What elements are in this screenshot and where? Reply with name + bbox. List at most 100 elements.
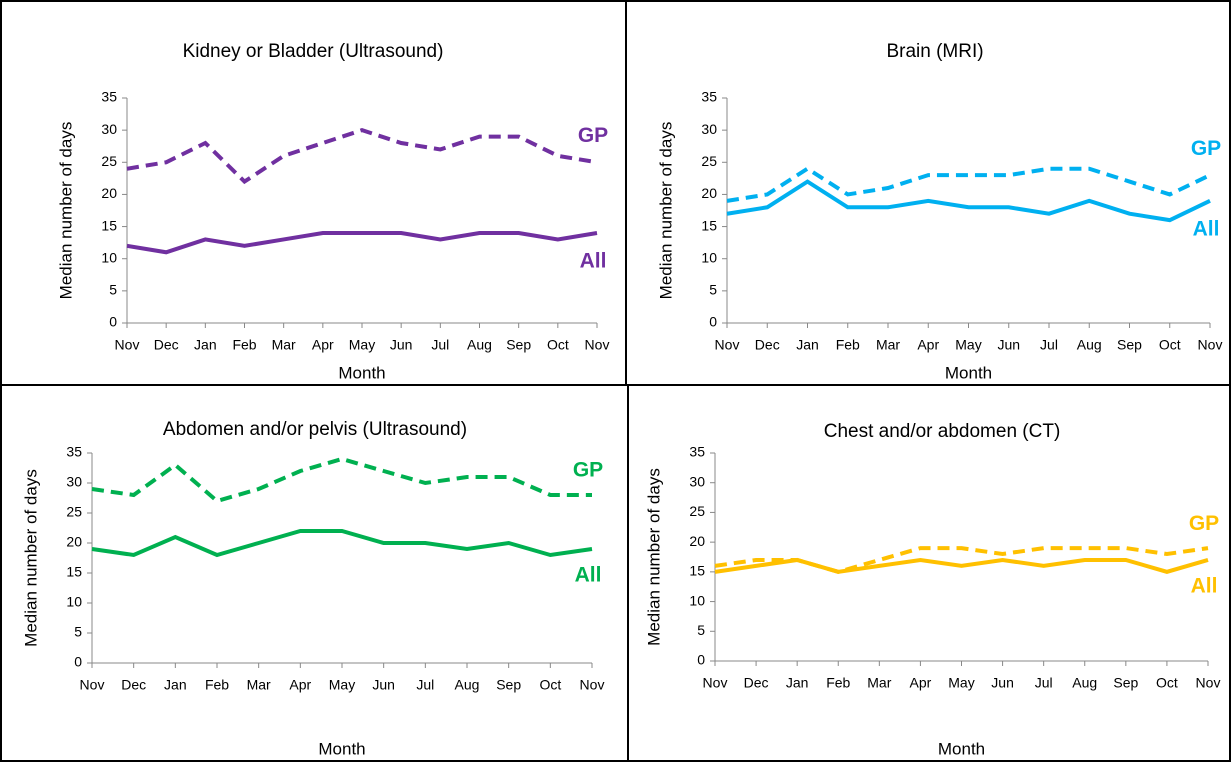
x-axis-title: Month bbox=[338, 363, 385, 382]
x-tick-label: Jan bbox=[194, 337, 217, 353]
y-tick-label: 20 bbox=[701, 185, 717, 201]
x-tick-label: Mar bbox=[247, 677, 271, 693]
series-label: All bbox=[575, 564, 602, 587]
y-tick-label: 25 bbox=[66, 504, 82, 520]
x-tick-label: Nov bbox=[585, 337, 610, 353]
y-tick-label: 15 bbox=[689, 563, 705, 579]
x-tick-label: Jun bbox=[390, 337, 413, 353]
x-tick-label: Jul bbox=[1040, 337, 1058, 353]
x-tick-label: Jun bbox=[991, 675, 1014, 691]
y-tick-label: 20 bbox=[101, 185, 117, 201]
x-tick-label: Mar bbox=[876, 337, 900, 353]
x-tick-label: Mar bbox=[867, 675, 891, 691]
x-tick-label: May bbox=[948, 675, 974, 691]
y-tick-label: 15 bbox=[66, 564, 82, 580]
x-tick-label: Jul bbox=[416, 677, 434, 693]
x-tick-label: Jan bbox=[164, 677, 187, 693]
x-tick-label: Nov bbox=[80, 677, 105, 693]
y-tick-label: 20 bbox=[689, 533, 705, 549]
x-tick-label: May bbox=[349, 337, 375, 353]
x-tick-label: Jan bbox=[796, 337, 819, 353]
y-tick-label: 5 bbox=[697, 622, 705, 638]
series-label: All bbox=[1193, 217, 1220, 240]
chart-title: Brain (MRI) bbox=[886, 41, 983, 62]
x-tick-label: Sep bbox=[1117, 337, 1142, 353]
x-tick-label: Feb bbox=[836, 337, 860, 353]
x-tick-label: Nov bbox=[580, 677, 605, 693]
x-tick-label: Oct bbox=[1156, 675, 1178, 691]
x-axis-title: Month bbox=[938, 739, 985, 758]
y-tick-label: 35 bbox=[701, 89, 717, 105]
series-line bbox=[91, 529, 593, 558]
x-tick-label: Jul bbox=[431, 337, 449, 353]
series-label: GP bbox=[1189, 512, 1219, 535]
x-tick-label: Dec bbox=[154, 337, 179, 353]
x-tick-label: Nov bbox=[715, 337, 740, 353]
x-tick-label: Apr bbox=[910, 675, 932, 691]
x-axis-title: Month bbox=[318, 739, 365, 758]
series-line bbox=[126, 128, 598, 185]
series-line bbox=[726, 166, 1211, 203]
y-tick-label: 20 bbox=[66, 534, 82, 550]
y-tick-label: 25 bbox=[689, 503, 705, 519]
x-tick-label: Jan bbox=[786, 675, 809, 691]
series-line bbox=[714, 557, 1209, 574]
series-label: GP bbox=[573, 459, 603, 482]
series-line bbox=[726, 179, 1211, 223]
y-tick-label: 10 bbox=[66, 594, 82, 610]
x-tick-label: Apr bbox=[312, 337, 334, 353]
y-tick-label: 10 bbox=[689, 592, 705, 608]
x-tick-label: Apr bbox=[289, 677, 311, 693]
x-tick-label: Feb bbox=[826, 675, 850, 691]
y-axis-title: Median number of days bbox=[644, 468, 663, 646]
x-tick-label: Nov bbox=[703, 675, 728, 691]
y-tick-label: 0 bbox=[709, 314, 717, 330]
x-tick-label: Sep bbox=[1113, 675, 1138, 691]
x-tick-label: Sep bbox=[496, 677, 521, 693]
series-label: All bbox=[580, 249, 607, 272]
x-tick-label: Oct bbox=[547, 337, 569, 353]
y-tick-label: 25 bbox=[701, 153, 717, 169]
series-label: GP bbox=[578, 124, 608, 147]
series-label: GP bbox=[1191, 137, 1221, 160]
x-tick-label: Aug bbox=[455, 677, 480, 693]
x-tick-label: Jun bbox=[997, 337, 1020, 353]
x-tick-label: Feb bbox=[205, 677, 229, 693]
y-tick-label: 25 bbox=[101, 153, 117, 169]
x-tick-label: Jun bbox=[372, 677, 395, 693]
x-tick-label: Dec bbox=[744, 675, 769, 691]
y-tick-label: 0 bbox=[109, 314, 117, 330]
y-tick-label: 30 bbox=[66, 474, 82, 490]
y-tick-label: 5 bbox=[709, 282, 717, 298]
x-tick-label: Mar bbox=[272, 337, 296, 353]
y-tick-label: 15 bbox=[101, 217, 117, 233]
y-tick-label: 10 bbox=[701, 249, 717, 265]
x-tick-label: Aug bbox=[467, 337, 492, 353]
x-tick-label: Dec bbox=[755, 337, 780, 353]
y-axis-title: Median number of days bbox=[656, 122, 675, 300]
y-tick-label: 0 bbox=[697, 652, 705, 668]
x-tick-label: Jul bbox=[1035, 675, 1053, 691]
y-tick-label: 5 bbox=[109, 282, 117, 298]
y-tick-label: 35 bbox=[689, 444, 705, 460]
x-tick-label: May bbox=[329, 677, 355, 693]
x-tick-label: May bbox=[955, 337, 981, 353]
y-tick-label: 35 bbox=[66, 444, 82, 460]
x-tick-label: Apr bbox=[917, 337, 939, 353]
chart-title: Chest and/or abdomen (CT) bbox=[824, 421, 1061, 442]
x-tick-label: Aug bbox=[1077, 337, 1102, 353]
y-tick-label: 5 bbox=[74, 624, 82, 640]
y-tick-label: 15 bbox=[701, 217, 717, 233]
y-axis-title: Median number of days bbox=[56, 122, 75, 300]
y-tick-label: 30 bbox=[701, 121, 717, 137]
y-tick-label: 0 bbox=[74, 654, 82, 670]
x-tick-label: Sep bbox=[506, 337, 531, 353]
x-tick-label: Aug bbox=[1072, 675, 1097, 691]
x-tick-label: Dec bbox=[121, 677, 146, 693]
series-line bbox=[91, 456, 592, 504]
chart-title: Abdomen and/or pelvis (Ultrasound) bbox=[163, 419, 467, 440]
x-tick-label: Nov bbox=[1196, 675, 1221, 691]
y-tick-label: 30 bbox=[689, 473, 705, 489]
